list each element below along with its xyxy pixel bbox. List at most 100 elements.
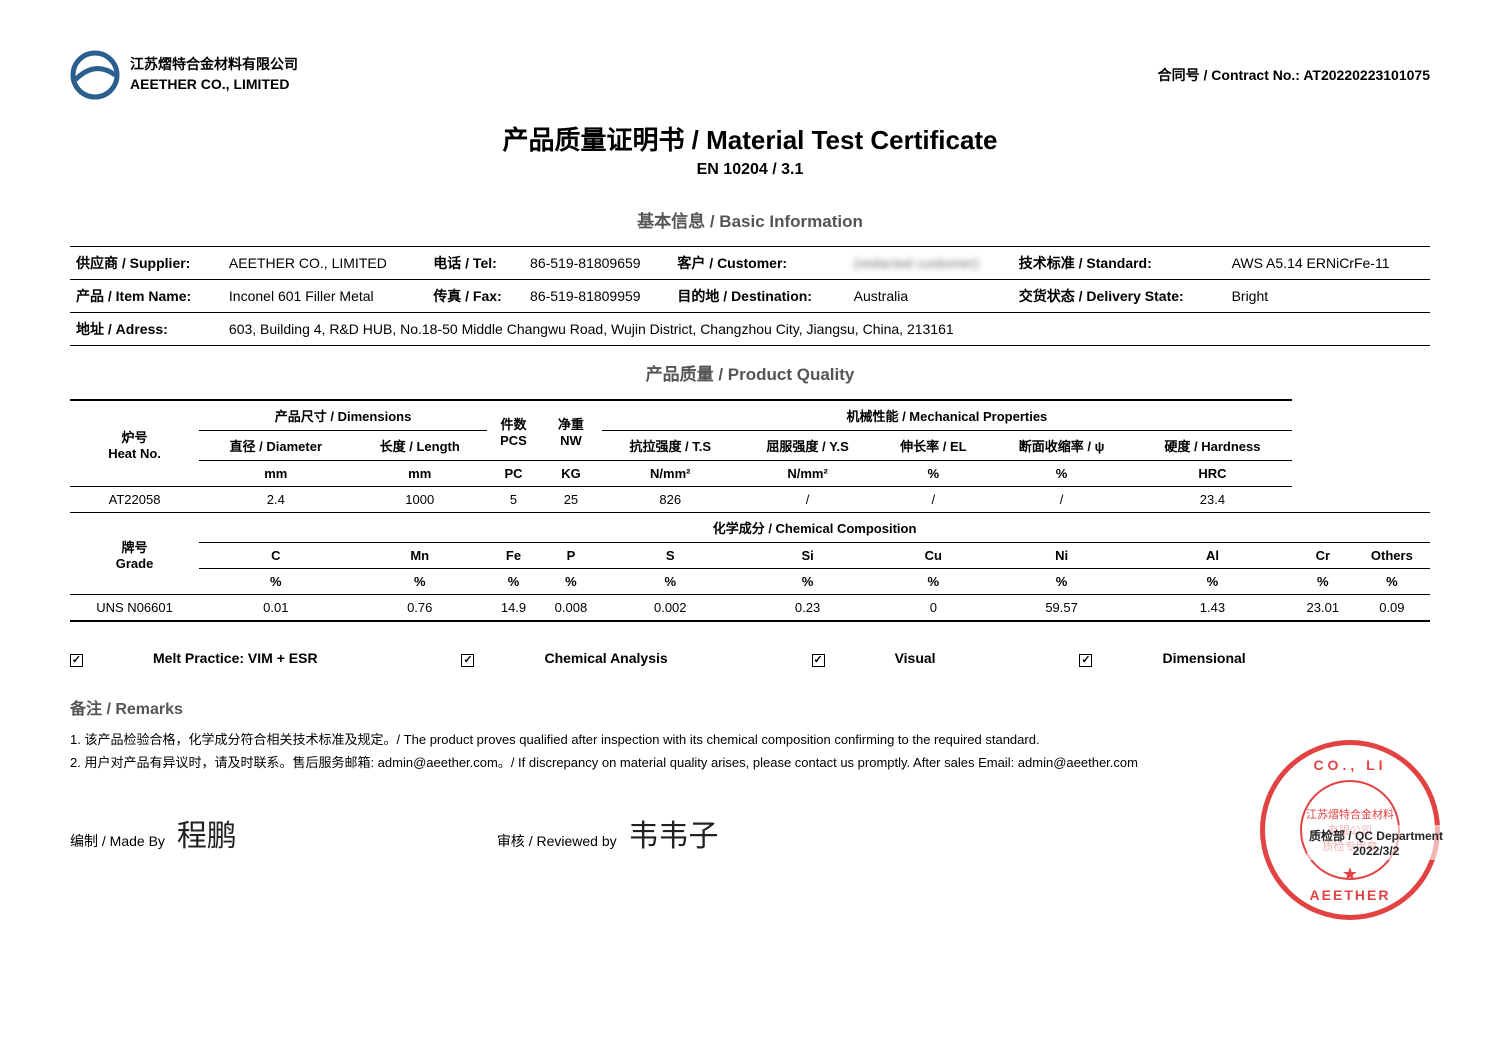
table-row: 供应商 / Supplier: AEETHER CO., LIMITED 电话 … <box>70 247 1430 280</box>
table-row: UNS N06601 0.010.7614.90.0080.0020.23059… <box>70 595 1430 622</box>
unit-nmm2: N/mm² <box>602 461 739 487</box>
address-label: 地址 / Adress: <box>70 313 223 346</box>
pcs-header: 件数 PCS <box>487 400 540 461</box>
grade-header: 牌号 Grade <box>70 513 199 595</box>
reviewed-by-signature: 韦韦子 <box>629 820 719 853</box>
chem-element-header: S <box>602 543 739 569</box>
check-chem: ✓ Chemical Analysis <box>461 650 737 666</box>
delivery-value: Bright <box>1226 280 1430 313</box>
chem-value: 0.008 <box>540 595 602 622</box>
standard-value: AWS A5.14 ERNiCrFe-11 <box>1226 247 1430 280</box>
delivery-label: 交货状态 / Delivery State: <box>1013 280 1226 313</box>
table-row: %%%%%%%%%%% <box>70 569 1430 595</box>
chem-value: 0.76 <box>352 595 487 622</box>
unit-kg: KG <box>540 461 602 487</box>
quality-table: 炉号 Heat No. 产品尺寸 / Dimensions 件数 PCS 净重 … <box>70 399 1430 622</box>
chem-element-header: Others <box>1354 543 1430 569</box>
ts-value: 826 <box>602 487 739 513</box>
stamp-dept-text: 质检部 / QC Department 2022/3/2 <box>1307 825 1445 860</box>
stamp-text: CO., LI <box>1313 757 1386 773</box>
unit-nmm2: N/mm² <box>739 461 877 487</box>
table-row: AT22058 2.4 1000 5 25 826 / / / 23.4 <box>70 487 1430 513</box>
mech-header: 机械性能 / Mechanical Properties <box>602 400 1292 431</box>
chem-element-header: Cu <box>877 543 991 569</box>
dia-header: 直径 / Diameter <box>199 431 352 461</box>
basic-info-table: 供应商 / Supplier: AEETHER CO., LIMITED 电话 … <box>70 246 1430 346</box>
remark-item: 1. 该产品检验合格，化学成分符合相关技术标准及规定。/ The product… <box>70 729 1430 748</box>
company-name-cn: 江苏熠特合金材料有限公司 <box>130 55 298 75</box>
len-header: 长度 / Length <box>352 431 487 461</box>
unit-pct: % <box>877 461 991 487</box>
tel-label: 电话 / Tel: <box>427 247 524 280</box>
chem-unit: % <box>877 569 991 595</box>
checkbox-icon: ✓ <box>461 654 474 667</box>
table-row: 炉号 Heat No. 产品尺寸 / Dimensions 件数 PCS 净重 … <box>70 400 1430 431</box>
chem-value: 0.09 <box>1354 595 1430 622</box>
hard-header: 硬度 / Hardness <box>1133 431 1292 461</box>
chem-element-header: P <box>540 543 602 569</box>
ys-value: / <box>739 487 877 513</box>
contract-number: 合同号 / Contract No.: AT20220223101075 <box>1158 65 1430 85</box>
chem-unit: % <box>1354 569 1430 595</box>
dest-value: Australia <box>848 280 1013 313</box>
contract-value: AT20220223101075 <box>1303 67 1430 83</box>
ra-header: 断面收缩率 / ψ <box>990 431 1133 461</box>
hard-value: 23.4 <box>1133 487 1292 513</box>
chem-value: 14.9 <box>487 595 540 622</box>
el-header: 伸长率 / EL <box>877 431 991 461</box>
chem-element-header: Mn <box>352 543 487 569</box>
table-row: 直径 / Diameter 长度 / Length 抗拉强度 / T.S 屈服强… <box>70 431 1430 461</box>
chem-value: 0 <box>877 595 991 622</box>
chem-value: 0.01 <box>199 595 352 622</box>
stamp-star-icon: ★ <box>1342 864 1358 885</box>
made-by-signature: 程鹏 <box>177 820 237 853</box>
chem-value: 1.43 <box>1133 595 1292 622</box>
chem-unit: % <box>1292 569 1354 595</box>
check-chem-label: Chemical Analysis <box>544 650 667 666</box>
table-row: mm mm PC KG N/mm² N/mm² % % HRC <box>70 461 1430 487</box>
remark-item: 2. 用户对产品有异议时，请及时联系。售后服务邮箱: admin@aeether… <box>70 752 1430 771</box>
unit-mm: mm <box>199 461 352 487</box>
signature-row: 编制 / Made By 程鹏 审核 / Reviewed by 韦韦子 <box>70 811 1430 855</box>
reviewed-by: 审核 / Reviewed by 韦韦子 <box>497 811 719 855</box>
chem-unit: % <box>487 569 540 595</box>
heat-value: AT22058 <box>70 487 199 513</box>
address-value: 603, Building 4, R&D HUB, No.18-50 Middl… <box>223 313 1430 346</box>
fax-label: 传真 / Fax: <box>427 280 524 313</box>
tel-value: 86-519-81809659 <box>524 247 671 280</box>
made-by: 编制 / Made By 程鹏 <box>70 811 237 855</box>
table-row: CMnFePSSiCuNiAlCrOthers <box>70 543 1430 569</box>
chem-unit: % <box>540 569 602 595</box>
section-basic-info: 基本信息 / Basic Information <box>70 207 1430 232</box>
el-value: / <box>877 487 991 513</box>
chem-unit: % <box>352 569 487 595</box>
nw-value: 25 <box>540 487 602 513</box>
ra-value: / <box>990 487 1133 513</box>
checkbox-icon: ✓ <box>1079 654 1092 667</box>
supplier-value: AEETHER CO., LIMITED <box>223 247 427 280</box>
remarks-title: 备注 / Remarks <box>70 695 1430 719</box>
stamp-text: AEETHER <box>1310 887 1391 903</box>
check-visual: ✓Visual <box>812 650 1006 666</box>
dims-header: 产品尺寸 / Dimensions <box>199 400 487 431</box>
chem-unit: % <box>990 569 1133 595</box>
remarks-list: 1. 该产品检验合格，化学成分符合相关技术标准及规定。/ The product… <box>70 729 1430 771</box>
check-dim: ✓Dimensional <box>1079 650 1315 666</box>
chem-value: 23.01 <box>1292 595 1354 622</box>
len-value: 1000 <box>352 487 487 513</box>
unit-hrc: HRC <box>1133 461 1292 487</box>
chem-header: 化学成分 / Chemical Composition <box>199 513 1430 543</box>
document-title: 产品质量证明书 / Material Test Certificate <box>70 120 1430 157</box>
chem-element-header: Si <box>739 543 877 569</box>
customer-value: (redacted customer) <box>848 247 1013 280</box>
chem-element-header: Cr <box>1292 543 1354 569</box>
dest-label: 目的地 / Destination: <box>671 280 847 313</box>
check-visual-label: Visual <box>895 650 936 666</box>
chem-element-header: Fe <box>487 543 540 569</box>
ys-header: 屈服强度 / Y.S <box>739 431 877 461</box>
made-by-label: 编制 / Made By <box>70 833 165 849</box>
customer-label: 客户 / Customer: <box>671 247 847 280</box>
standard-label: 技术标准 / Standard: <box>1013 247 1226 280</box>
document-subtitle: EN 10204 / 3.1 <box>70 161 1430 179</box>
chem-value: 0.23 <box>739 595 877 622</box>
